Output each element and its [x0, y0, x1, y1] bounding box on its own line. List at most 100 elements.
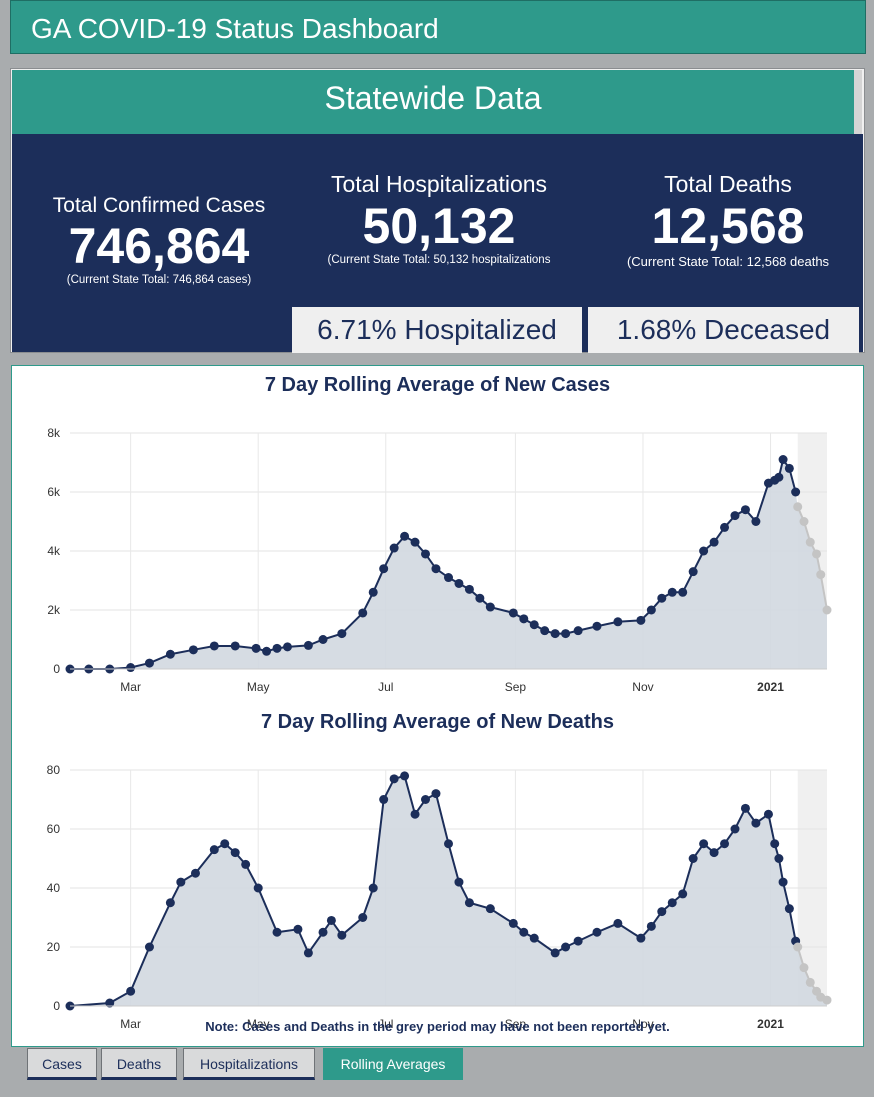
stat-cases-note: (Current State Total: 746,864 cases) [66, 274, 252, 286]
data-point [444, 839, 453, 849]
y-tick-label: 0 [53, 662, 60, 676]
data-point [337, 930, 347, 940]
x-tick-label: Jul [378, 1017, 393, 1031]
data-point [784, 463, 794, 473]
grey-data-point [793, 502, 803, 512]
data-point [253, 883, 263, 893]
app-header: GA COVID-19 Status Dashboard [10, 0, 866, 54]
grey-data-point [805, 977, 815, 987]
data-point [188, 645, 198, 655]
data-point [667, 587, 677, 597]
data-point [431, 564, 441, 574]
x-tick-label: Sep [505, 1017, 527, 1031]
tab-rolling-averages-label: Rolling Averages [340, 1056, 446, 1072]
stat-hospitalizations-note: (Current State Total: 50,132 hospitaliza… [327, 254, 551, 266]
stat-hospitalizations: Total Hospitalizations 50,132 (Current S… [304, 171, 574, 266]
rolling-averages-card: 7 Day Rolling Average of New Cases 0 2k 4k… [11, 365, 864, 1047]
data-point [251, 643, 261, 653]
stat-cases-value: 746,864 [68, 218, 250, 274]
data-point [431, 789, 441, 799]
stat-cases: Total Confirmed Cases 746,864 (Current S… [32, 194, 286, 286]
y-tick-label: 40 [47, 881, 61, 895]
data-point [508, 608, 518, 618]
data-point [282, 642, 292, 652]
data-point [209, 845, 219, 855]
data-point [519, 614, 529, 624]
tab-hospitalizations[interactable]: Hospitalizations [183, 1048, 315, 1080]
data-point [420, 549, 430, 559]
data-point [420, 795, 430, 804]
series-area [70, 459, 827, 669]
tab-cases[interactable]: Cases [27, 1048, 97, 1080]
grey-data-point [799, 517, 809, 526]
data-point [337, 629, 347, 639]
grey-data-point [799, 963, 809, 973]
scrollbar[interactable] [854, 70, 862, 134]
data-point [165, 898, 175, 908]
tab-rolling-averages[interactable]: Rolling Averages [323, 1048, 463, 1080]
data-point [318, 927, 328, 937]
grey-data-point [822, 605, 832, 615]
statewide-title: Statewide Data [324, 80, 542, 116]
data-point [667, 898, 677, 908]
x-tick-label: Mar [120, 1017, 141, 1031]
data-point [358, 913, 368, 922]
grey-data-point [805, 537, 815, 547]
data-point [720, 522, 730, 532]
data-point [368, 587, 378, 597]
data-point [657, 593, 667, 603]
data-point [126, 986, 136, 996]
data-point [720, 839, 730, 849]
data-point [784, 904, 794, 914]
data-point [230, 641, 240, 651]
data-point [636, 615, 646, 625]
stats-panel: Total Confirmed Cases 746,864 (Current S… [12, 134, 863, 352]
grey-data-point [816, 570, 826, 580]
data-point [529, 620, 539, 630]
data-point [709, 537, 719, 547]
stat-hospitalizations-value: 50,132 [362, 198, 516, 254]
x-tick-label: Mar [120, 680, 141, 694]
data-point [657, 907, 667, 917]
statewide-card: Statewide Data Total Confirmed Cases 746… [10, 68, 865, 353]
y-tick-label: 20 [47, 940, 61, 954]
data-point [751, 517, 761, 526]
deaths-chart: 0 20 40 60 80 Mar May Jul Sep Nov 2021 [47, 763, 832, 1031]
cases-chart-title: 7 Day Rolling Average of New Cases [264, 374, 611, 396]
data-point [241, 859, 251, 869]
tab-deaths[interactable]: Deaths [101, 1048, 177, 1080]
stat-cases-label: Total Confirmed Cases [52, 194, 266, 217]
data-point [646, 605, 656, 615]
data-point [774, 854, 784, 863]
stat-deaths-label: Total Deaths [664, 171, 792, 197]
data-point [144, 658, 154, 668]
y-tick-label: 0 [53, 999, 60, 1013]
data-point [410, 537, 420, 547]
tab-cases-label: Cases [42, 1056, 82, 1072]
data-point [778, 877, 788, 887]
data-point [379, 795, 389, 804]
data-point [699, 839, 709, 849]
data-point [144, 942, 154, 952]
data-point [688, 567, 698, 577]
data-point [358, 608, 368, 618]
data-point [318, 635, 328, 644]
data-point [230, 848, 240, 858]
y-tick-label: 2k [47, 603, 61, 617]
dashboard-title: GA COVID-19 Status Dashboard [31, 13, 439, 44]
stat-deaths: Total Deaths 12,568 (Current State Total… [607, 171, 849, 269]
tab-deaths-label: Deaths [116, 1056, 162, 1072]
x-tick-label: 2021 [757, 1017, 784, 1031]
data-point [678, 587, 688, 597]
data-point [485, 904, 495, 914]
stat-hospitalizations-label: Total Hospitalizations [330, 171, 548, 197]
data-point [464, 584, 474, 594]
data-point [613, 617, 623, 627]
deceased-pct-box: 1.68% Deceased [588, 307, 859, 353]
stat-deaths-value: 12,568 [651, 198, 805, 254]
data-point [613, 918, 623, 928]
data-point [636, 933, 646, 943]
data-point [485, 602, 495, 612]
data-point [444, 573, 453, 583]
x-tick-label: Sep [505, 680, 527, 694]
